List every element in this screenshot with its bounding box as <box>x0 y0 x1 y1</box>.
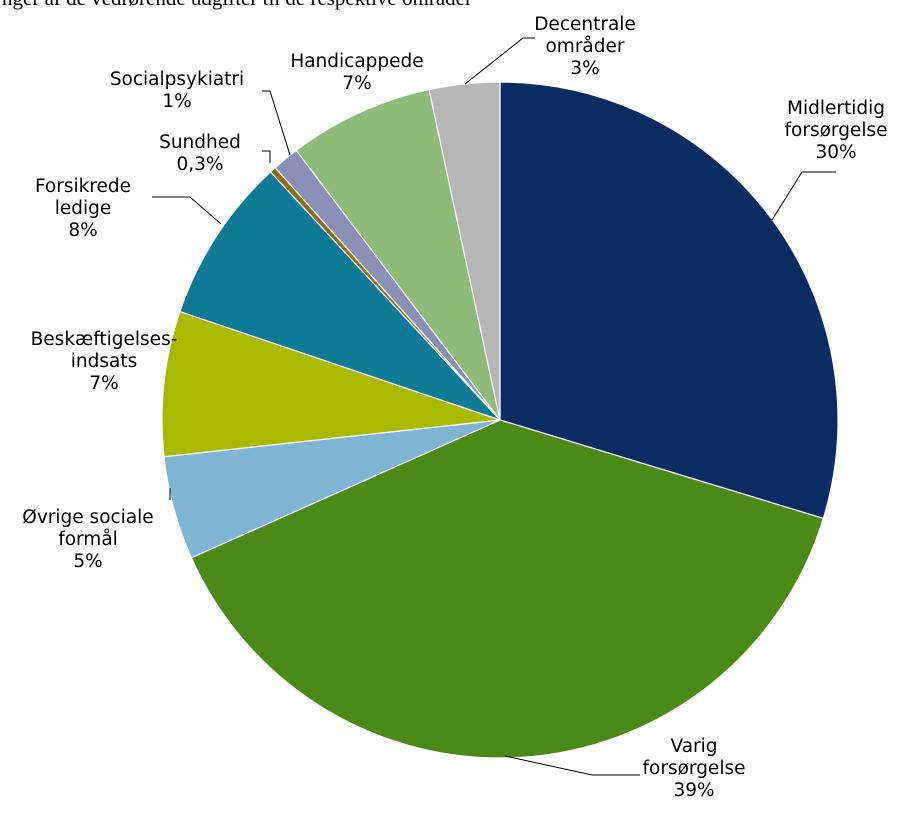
slice-label-line: 5% <box>73 551 102 572</box>
slice-label-line: Decentrale <box>534 14 636 35</box>
leader-line-8 <box>464 37 535 85</box>
slice-label-line: 7% <box>89 373 118 394</box>
slice-label-line: forsørgelse <box>643 758 746 779</box>
pie-slice-0 <box>499 81 839 520</box>
slice-label-line: Øvrige sociale <box>22 507 153 528</box>
pie-slice-7 <box>295 88 501 421</box>
slice-label-line: forsørgelse <box>785 120 888 141</box>
slice-label-4: Forsikrede ledige 8% <box>35 176 131 241</box>
slice-label-line: Forsikrede <box>35 176 131 197</box>
leader-line-6 <box>262 90 291 156</box>
slice-label-line: Beskæftigelses- <box>31 329 178 350</box>
pie-slice-8 <box>428 81 501 421</box>
slice-label-3: Beskæftigelses-indsats 7% <box>31 329 178 394</box>
slice-label-line: 39% <box>673 780 714 801</box>
slice-label-line: Sundhed <box>159 132 241 153</box>
slice-label-line: Socialpsykiatri <box>110 69 244 90</box>
slice-label-5: Sundhed 0,3% <box>159 132 241 175</box>
leader-line-1 <box>504 755 640 776</box>
slice-label-line: Handicappede <box>290 51 423 72</box>
leader-line-4 <box>152 196 222 225</box>
leader-line-5 <box>262 150 271 163</box>
slice-label-line: 30% <box>815 142 856 163</box>
pie-slice-1 <box>190 419 825 759</box>
pie-slice-3 <box>161 310 501 458</box>
chart-heading-fragment: nger af de vedrørende udgifter til de re… <box>2 0 472 11</box>
slice-label-8: Decentrale områder 3% <box>534 14 636 79</box>
slice-label-2: Øvrige sociale formål 5% <box>22 507 153 572</box>
slice-label-1: Varig forsørgelse 39% <box>643 736 746 801</box>
slice-label-line: 3% <box>570 58 599 79</box>
slice-label-line: indsats <box>71 351 137 372</box>
slice-label-line: 8% <box>68 220 97 241</box>
leader-line-0 <box>771 171 836 221</box>
slice-label-line: 1% <box>162 91 191 112</box>
slice-label-line: formål <box>58 529 118 550</box>
slice-label-line: Midlertidig <box>787 98 885 119</box>
slice-label-line: områder <box>545 36 624 57</box>
slice-label-line: 0,3% <box>177 154 224 175</box>
slice-label-line: ledige <box>55 198 112 219</box>
slice-label-line: Varig <box>670 736 717 757</box>
pie-slice-4 <box>179 171 501 421</box>
slice-label-7: Handicappede 7% <box>290 51 423 94</box>
slice-label-6: Socialpsykiatri 1% <box>110 69 244 112</box>
slice-label-0: Midlertidig forsørgelse 30% <box>785 98 888 163</box>
slice-label-line: 7% <box>342 73 371 94</box>
